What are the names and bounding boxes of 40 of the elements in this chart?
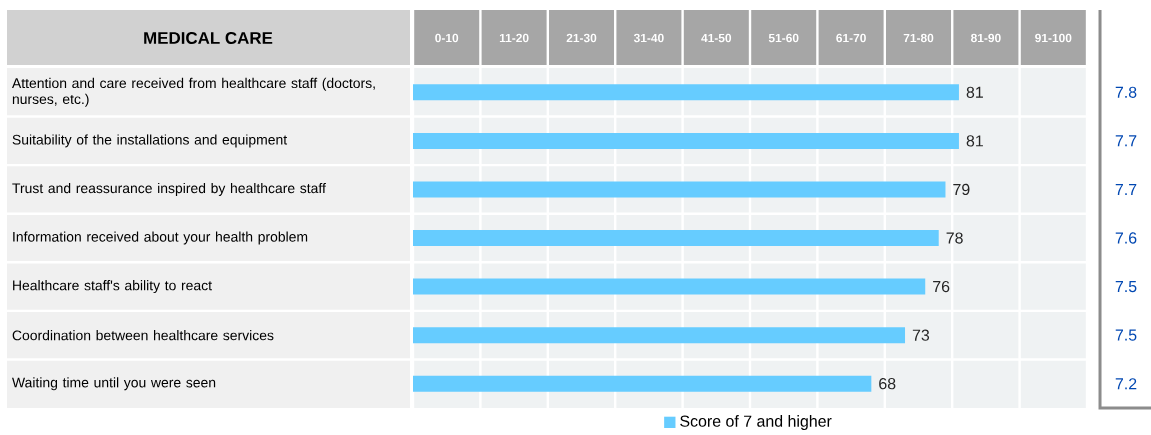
- bar: [413, 230, 939, 247]
- legend-label: Score of 7 and higher: [680, 415, 832, 430]
- text: 7.5: [1115, 329, 1137, 341]
- y-tick-label: Suitability of the installations and equipment: [12, 134, 288, 148]
- y-tick-label: Trust and reassurance inspired by healthcare staff: [12, 182, 326, 196]
- y-tick-label: Coordination between healthcare services: [12, 330, 274, 341]
- bar: [413, 181, 946, 198]
- text: 91-100: [1035, 33, 1072, 43]
- y-tick-label: Waiting time until you were seen: [12, 377, 216, 391]
- data-label: 73: [912, 329, 930, 341]
- data-label: 81: [966, 86, 983, 98]
- text: 7.7: [1115, 135, 1137, 147]
- text: 61-70: [836, 33, 866, 43]
- data-label: 78: [946, 232, 963, 244]
- text: 7.8: [1115, 86, 1137, 98]
- text: 21-30: [566, 33, 597, 43]
- bar: [413, 132, 959, 149]
- bar: [413, 84, 959, 101]
- data-label: 68: [879, 378, 896, 390]
- text: 31-40: [633, 33, 664, 43]
- bar: [413, 278, 926, 295]
- text: 81-90: [971, 33, 1001, 43]
- text: MEDICAL CARE: [144, 32, 273, 44]
- text: 7.2: [1115, 378, 1137, 390]
- data-label: 81: [966, 135, 983, 147]
- text: 51-60: [768, 33, 799, 43]
- y-tick-label: Healthcare staff's ability to react: [13, 280, 212, 294]
- text: 7.6: [1115, 232, 1137, 244]
- data-label: 76: [933, 280, 950, 293]
- text: 41-50: [701, 33, 732, 43]
- bar: [413, 327, 906, 344]
- data-label: 79: [953, 183, 970, 196]
- y-tick-label: Information received about your health problem: [13, 231, 308, 245]
- text: 7.7: [1115, 183, 1137, 195]
- text: 71-80: [903, 33, 934, 43]
- bar: [413, 375, 872, 392]
- text: 7.5: [1115, 281, 1137, 293]
- text: 0-10: [435, 33, 459, 43]
- y-tick-label: Attention and care received from healthcare staff (doctors, nurses, etc.): [11, 77, 375, 107]
- text: 11-20: [499, 33, 529, 43]
